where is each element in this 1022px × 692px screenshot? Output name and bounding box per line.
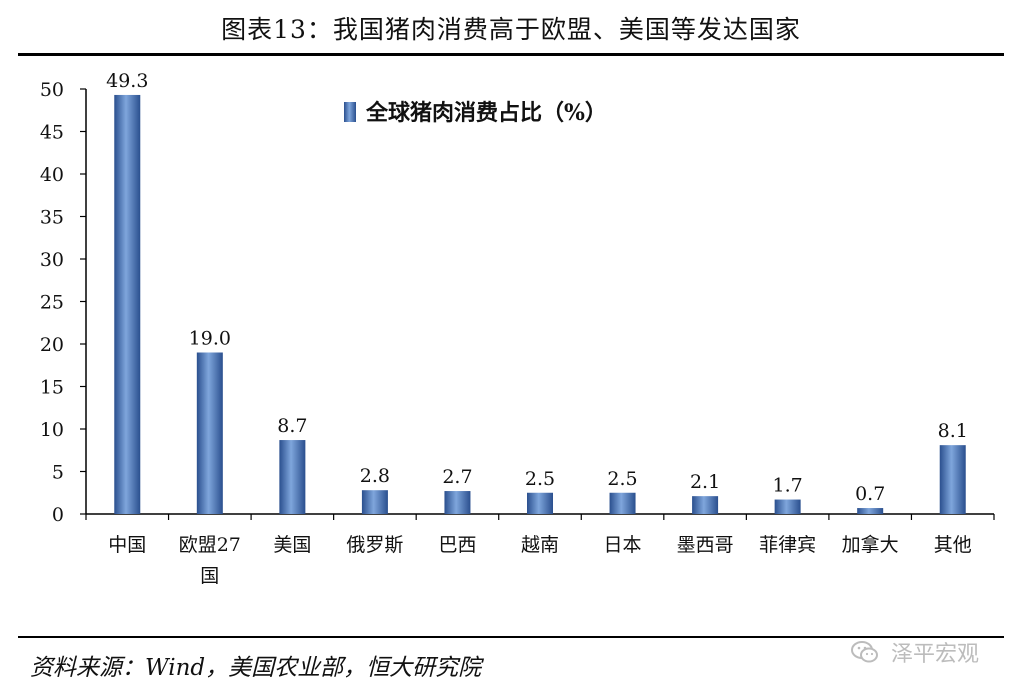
category-label: 巴西: [438, 534, 476, 556]
bar: [857, 508, 884, 514]
legend-swatch: [344, 102, 356, 122]
y-tick-label: 15: [40, 377, 64, 399]
bar: [527, 492, 553, 514]
data-label: 2.5: [525, 468, 555, 490]
y-tick-label: 5: [52, 462, 64, 484]
data-label: 8.1: [938, 420, 968, 442]
watermark: 泽平宏观: [850, 636, 979, 670]
category-label: 菲律宾: [759, 534, 816, 556]
bar-chart: 0 5 10 15 20 25 30 35 40 45 50 中国 欧盟27 国 美国 俄罗斯 巴西 越南 日本 墨西…: [40, 70, 995, 587]
category-label: 墨西哥: [677, 534, 734, 556]
data-label: 1.7: [773, 475, 803, 497]
bar: [361, 490, 388, 514]
chart-title: 图表13：我国猪肉消费高于欧盟、美国等发达国家: [221, 15, 801, 44]
top-rule: [18, 53, 1004, 56]
legend: 全球猪肉消费占比（%）: [344, 100, 607, 126]
wechat-icon: [850, 640, 880, 670]
category-label: 欧盟27: [179, 534, 241, 556]
category-label: 加拿大: [842, 533, 899, 556]
category-label: 俄罗斯: [346, 534, 403, 556]
bar: [444, 491, 471, 514]
bar: [114, 94, 141, 514]
y-tick-label: 25: [40, 292, 64, 314]
category-label: 越南: [521, 534, 559, 556]
y-tick-label: 0: [52, 504, 64, 526]
data-label: 2.5: [607, 468, 637, 490]
y-tick-label: 35: [40, 207, 64, 229]
source-note: 资料来源：Wind，美国农业部，恒大研究院: [30, 655, 482, 681]
data-label: 0.7: [855, 483, 885, 505]
category-label: 日本: [604, 534, 642, 556]
axes: 0 5 10 15 20 25 30 35 40 45 50 中国 欧盟27 国 美国 俄罗斯 巴西 越南 日本 墨西…: [40, 79, 995, 587]
bars: [114, 94, 966, 514]
bar: [692, 496, 719, 514]
category-label: 中国: [108, 534, 146, 556]
y-tick-label: 20: [40, 334, 64, 356]
data-labels: 49.3 19.0 8.7 2.8 2.7 2.5 2.5 2.1 1.7 0.7 8.1: [106, 70, 968, 505]
category-label: 美国: [273, 534, 311, 556]
category-label: 国: [200, 565, 219, 587]
bar: [774, 499, 801, 514]
data-label: 2.8: [360, 465, 390, 487]
bottom-rule: [18, 636, 1004, 638]
y-tick-label: 45: [40, 122, 64, 144]
data-label: 49.3: [106, 70, 148, 92]
y-tick-label: 40: [40, 164, 64, 186]
data-label: 8.7: [277, 415, 307, 437]
data-label: 2.1: [690, 471, 720, 493]
bar: [609, 492, 636, 514]
y-tick-label: 50: [40, 79, 64, 101]
category-label: 其他: [934, 534, 972, 556]
bar: [196, 352, 223, 514]
y-tick-label: 30: [40, 249, 64, 271]
data-label: 19.0: [189, 328, 231, 350]
data-label: 2.7: [442, 466, 472, 488]
y-tick-label: 10: [40, 419, 64, 441]
bar: [939, 445, 966, 514]
watermark-text: 泽平宏观: [891, 642, 980, 667]
bar: [279, 440, 306, 514]
legend-label: 全球猪肉消费占比（%）: [365, 100, 607, 126]
